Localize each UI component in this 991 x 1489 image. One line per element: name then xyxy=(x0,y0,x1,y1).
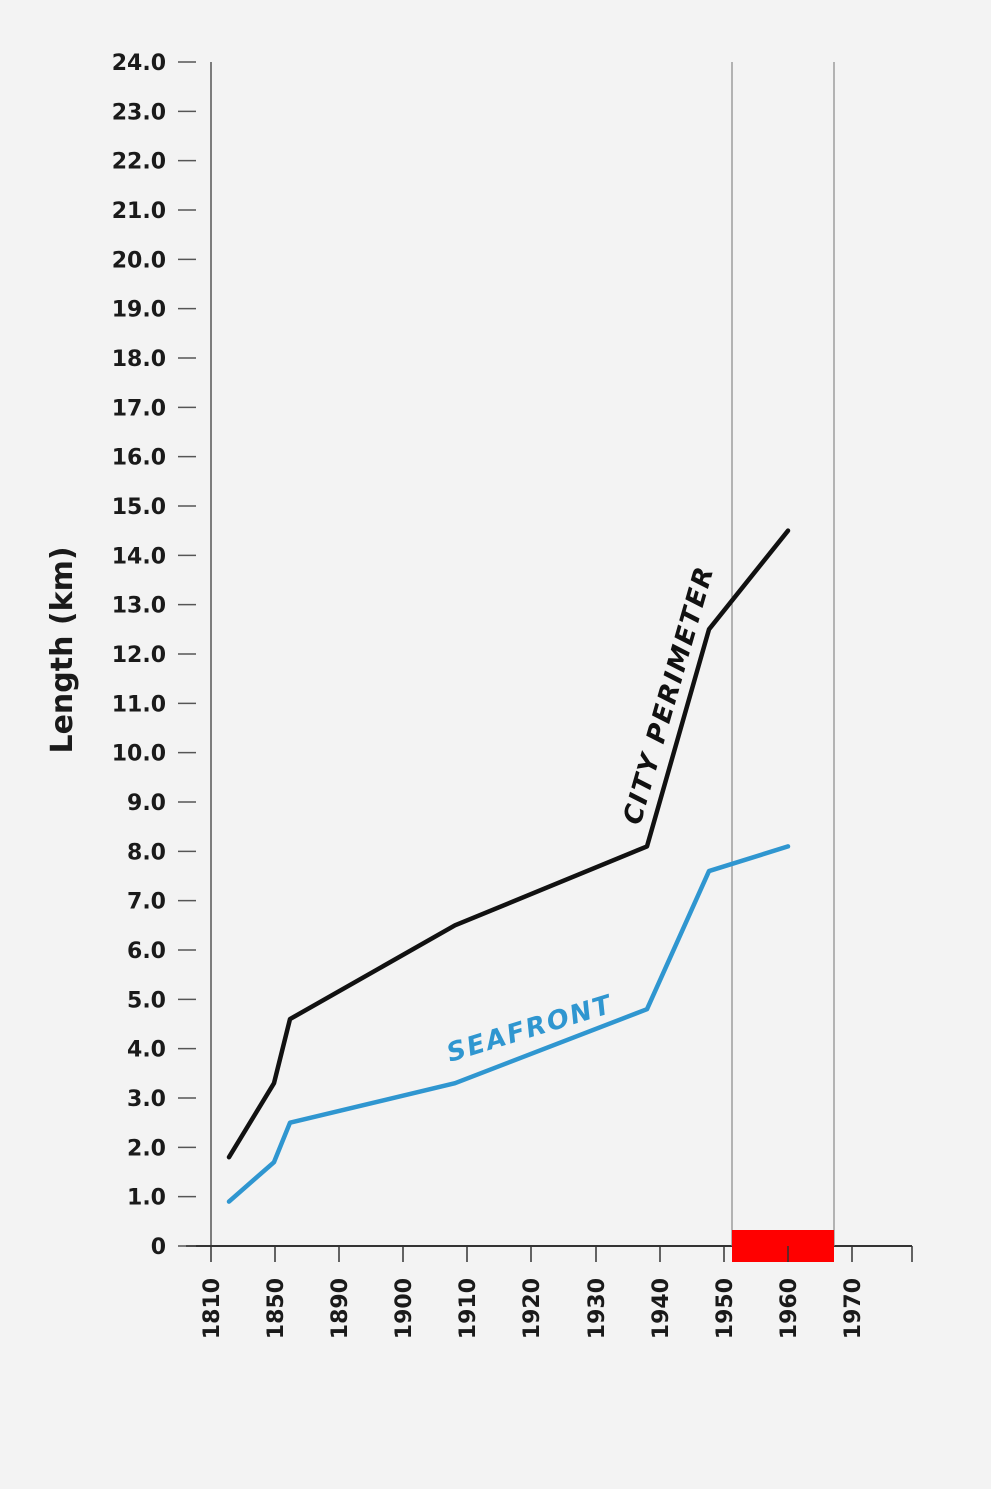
x-tick-label: 1970 xyxy=(841,1278,866,1339)
highlight-bar xyxy=(732,1230,834,1262)
x-tick-label: 1910 xyxy=(456,1278,481,1339)
y-axis-ticks: 0 1.0 2.0 3.0 4.0 5.0 6.0 7.0 8.0 9.0 10.0 11.0 12.0… xyxy=(112,51,196,1260)
y-axis-label: Length (km) xyxy=(45,546,80,753)
x-tick-label: 1920 xyxy=(520,1278,545,1339)
y-tick-label: 9.0 xyxy=(127,791,166,816)
y-tick-label: 18.0 xyxy=(112,347,166,372)
series-label-city-perimeter: CITY PERIMETER xyxy=(618,562,721,828)
y-tick-label: 11.0 xyxy=(112,692,166,717)
y-tick-label: 7.0 xyxy=(127,890,166,915)
x-axis-ticks: 1810 1850 1890 1900 1910 1920 1930 1940 1950 1960… xyxy=(200,1246,913,1339)
highlight-boundaries xyxy=(731,62,835,1246)
x-tick-label: 1960 xyxy=(777,1278,802,1339)
x-tick-label: 1900 xyxy=(392,1278,417,1339)
series-lines xyxy=(226,528,791,1204)
y-tick-label: 15.0 xyxy=(112,495,166,520)
y-tick-label: 16.0 xyxy=(112,446,166,471)
series-line-seafront xyxy=(226,844,791,1204)
x-tick-label: 1810 xyxy=(200,1278,225,1339)
y-tick-label: 17.0 xyxy=(112,396,166,421)
series-line-city-perimeter xyxy=(226,528,791,1160)
y-tick-label: 2.0 xyxy=(127,1136,166,1161)
x-tick-label: 1950 xyxy=(713,1278,738,1339)
y-tick-label: 6.0 xyxy=(127,939,166,964)
y-tick-label: 1.0 xyxy=(127,1186,166,1211)
y-tick-label: 3.0 xyxy=(127,1087,166,1112)
y-tick-label: 8.0 xyxy=(127,840,166,865)
y-tick-label: 0 xyxy=(151,1235,166,1260)
x-tick-label: 1940 xyxy=(649,1278,674,1339)
x-tick-label: 1890 xyxy=(328,1278,353,1339)
x-tick-label: 1850 xyxy=(264,1278,289,1339)
y-tick-label: 20.0 xyxy=(112,248,166,273)
y-tick-label: 22.0 xyxy=(112,150,166,175)
y-tick-label: 14.0 xyxy=(112,544,166,569)
y-tick-label: 10.0 xyxy=(112,742,166,767)
axes xyxy=(186,62,912,1247)
y-tick-label: 13.0 xyxy=(112,594,166,619)
highlight-region xyxy=(732,1230,834,1262)
y-tick-label: 21.0 xyxy=(112,199,166,224)
y-tick-label: 23.0 xyxy=(112,100,166,125)
y-tick-label: 12.0 xyxy=(112,643,166,668)
y-tick-label: 4.0 xyxy=(127,1038,166,1063)
x-tick-label: 1930 xyxy=(585,1278,610,1339)
y-tick-label: 5.0 xyxy=(127,988,166,1013)
y-tick-label: 24.0 xyxy=(112,51,166,76)
y-tick-label: 19.0 xyxy=(112,298,166,323)
